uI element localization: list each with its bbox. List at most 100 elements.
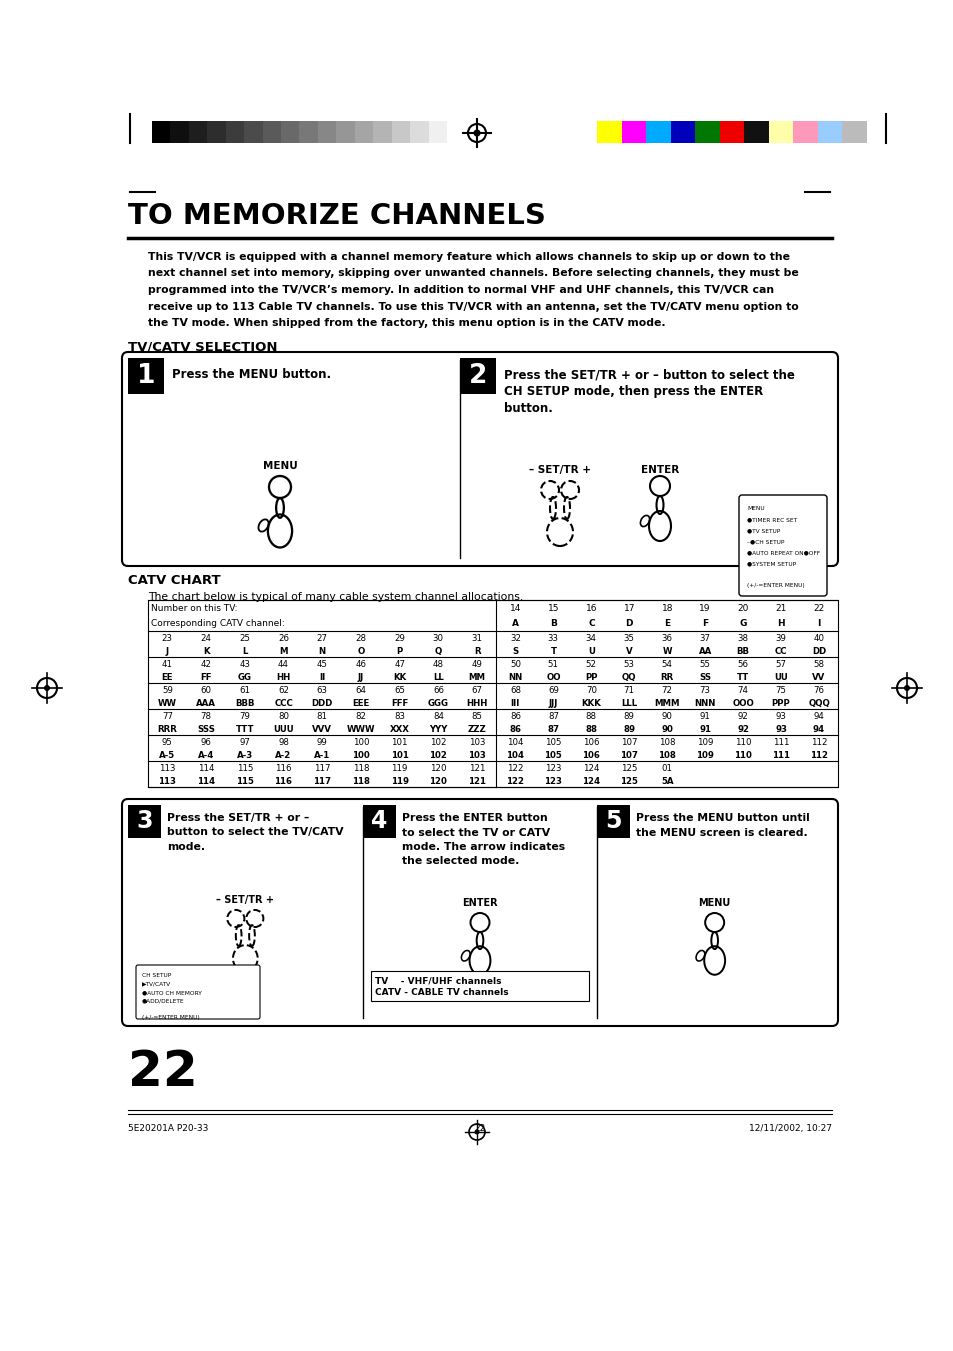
Text: MMM: MMM — [654, 698, 679, 708]
Text: E: E — [663, 619, 670, 628]
Text: 105: 105 — [544, 751, 561, 759]
Text: WWW: WWW — [346, 724, 375, 734]
Text: TT: TT — [737, 673, 748, 682]
Text: 87: 87 — [547, 724, 558, 734]
Text: KK: KK — [393, 673, 406, 682]
Text: TTT: TTT — [235, 724, 253, 734]
Text: SS: SS — [699, 673, 711, 682]
Text: 117: 117 — [313, 777, 331, 786]
Text: 88: 88 — [585, 724, 597, 734]
Text: 106: 106 — [582, 738, 598, 747]
Text: QQQ: QQQ — [807, 698, 829, 708]
Text: A-2: A-2 — [275, 751, 292, 759]
Text: Corresponding CATV channel:: Corresponding CATV channel: — [151, 619, 284, 628]
Text: MM: MM — [468, 673, 485, 682]
Text: 125: 125 — [619, 777, 638, 786]
Text: 5: 5 — [605, 809, 621, 834]
Bar — [459, 358, 496, 394]
Bar — [317, 122, 336, 143]
Text: JJJ: JJJ — [548, 698, 558, 708]
Text: 17: 17 — [623, 604, 635, 613]
Text: – SET/TR +: – SET/TR + — [216, 894, 274, 905]
Text: 109: 109 — [697, 738, 713, 747]
Text: 12/11/2002, 10:27: 12/11/2002, 10:27 — [748, 1124, 831, 1133]
Text: 36: 36 — [661, 634, 672, 643]
Text: 80: 80 — [277, 712, 289, 720]
Text: 107: 107 — [620, 738, 637, 747]
Text: 115: 115 — [235, 777, 253, 786]
Text: (+/-=ENTER MENU): (+/-=ENTER MENU) — [746, 584, 804, 588]
Text: 112: 112 — [810, 738, 826, 747]
Text: 18: 18 — [660, 604, 672, 613]
Text: 121: 121 — [468, 777, 486, 786]
Text: 45: 45 — [316, 659, 328, 669]
Bar — [743, 122, 768, 143]
Text: PPP: PPP — [771, 698, 790, 708]
Text: Q: Q — [435, 647, 441, 655]
Text: 5E20201A P20-33: 5E20201A P20-33 — [128, 1124, 208, 1133]
Text: 98: 98 — [277, 738, 289, 747]
Text: 116: 116 — [275, 763, 292, 773]
Text: S: S — [512, 647, 518, 655]
Text: 120: 120 — [429, 777, 447, 786]
Text: ▶TV/CATV: ▶TV/CATV — [142, 981, 171, 986]
Text: 113: 113 — [159, 763, 175, 773]
Text: 31: 31 — [471, 634, 482, 643]
Text: U: U — [587, 647, 594, 655]
Text: 19: 19 — [699, 604, 710, 613]
Text: AA: AA — [698, 647, 711, 655]
Bar — [128, 358, 164, 394]
Text: 96: 96 — [200, 738, 212, 747]
Bar — [410, 122, 429, 143]
Text: 29: 29 — [394, 634, 405, 643]
Text: TV/CATV SELECTION: TV/CATV SELECTION — [128, 340, 277, 353]
Text: 95: 95 — [162, 738, 172, 747]
Text: 20: 20 — [737, 604, 748, 613]
Text: NN: NN — [508, 673, 522, 682]
Text: 114: 114 — [197, 763, 214, 773]
Bar — [428, 122, 447, 143]
Text: 89: 89 — [623, 712, 634, 720]
Text: 65: 65 — [394, 686, 405, 694]
Text: 76: 76 — [813, 686, 823, 694]
Text: 41: 41 — [162, 659, 172, 669]
Text: TV    - VHF/UHF channels: TV - VHF/UHF channels — [375, 975, 500, 985]
Text: 51: 51 — [547, 659, 558, 669]
Text: JJ: JJ — [357, 673, 364, 682]
Text: the MENU screen is cleared.: the MENU screen is cleared. — [636, 828, 807, 838]
Text: D: D — [625, 619, 633, 628]
Text: 47: 47 — [394, 659, 405, 669]
Text: 33: 33 — [547, 634, 558, 643]
Text: 52: 52 — [585, 659, 597, 669]
Text: 97: 97 — [239, 738, 250, 747]
Text: Press the ENTER button: Press the ENTER button — [401, 813, 547, 823]
Text: 92: 92 — [737, 712, 748, 720]
Text: 78: 78 — [200, 712, 212, 720]
Text: ●AUTO REPEAT ON●OFF: ●AUTO REPEAT ON●OFF — [746, 550, 820, 555]
Text: CC: CC — [774, 647, 786, 655]
Text: 110: 110 — [734, 751, 751, 759]
Text: ●ADD/DELETE: ●ADD/DELETE — [142, 998, 185, 1004]
Text: 49: 49 — [471, 659, 482, 669]
Text: 21: 21 — [775, 604, 786, 613]
Text: FFF: FFF — [391, 698, 408, 708]
Text: 123: 123 — [544, 777, 561, 786]
Text: F: F — [701, 619, 707, 628]
Text: 84: 84 — [433, 712, 443, 720]
Text: button.: button. — [503, 403, 553, 415]
Text: Press the MENU button.: Press the MENU button. — [172, 367, 331, 381]
Text: 60: 60 — [200, 686, 212, 694]
Text: 28: 28 — [355, 634, 366, 643]
Text: 100: 100 — [352, 751, 370, 759]
Text: TO MEMORIZE CHANNELS: TO MEMORIZE CHANNELS — [128, 203, 545, 230]
Text: RR: RR — [659, 673, 673, 682]
Text: 85: 85 — [471, 712, 482, 720]
Text: 15: 15 — [547, 604, 558, 613]
Text: 61: 61 — [239, 686, 250, 694]
Text: 111: 111 — [771, 751, 789, 759]
Text: FF: FF — [200, 673, 212, 682]
Text: 118: 118 — [353, 763, 369, 773]
Bar — [597, 122, 621, 143]
Text: 102: 102 — [429, 751, 447, 759]
Text: L: L — [242, 647, 247, 655]
